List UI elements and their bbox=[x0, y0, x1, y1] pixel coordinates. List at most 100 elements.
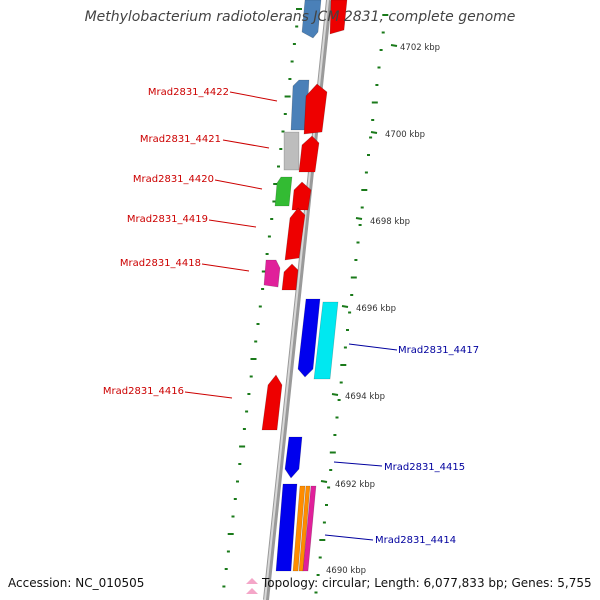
scroll-arrows-icon[interactable] bbox=[244, 575, 260, 599]
topology-text: Topology: circular; Length: 6,077,833 bp… bbox=[262, 576, 592, 590]
gc-skew-dot bbox=[261, 288, 265, 290]
gc-skew-dot bbox=[290, 60, 294, 63]
scale-tick-mark bbox=[331, 393, 339, 396]
gene-label-mrad2831-4416[interactable]: Mrad2831_4416 bbox=[103, 386, 184, 397]
gene-feature-green bbox=[274, 176, 293, 207]
gc-skew-dot bbox=[314, 591, 318, 594]
gc-skew-dot bbox=[322, 521, 326, 524]
gene-feature-red bbox=[261, 374, 283, 431]
gene-label-mrad2831-4419[interactable]: Mrad2831_4419 bbox=[127, 214, 208, 225]
gene-label-mrad2831-4415[interactable]: Mrad2831_4415 bbox=[384, 462, 465, 473]
gene-label-mrad2831-4422[interactable]: Mrad2831_4422 bbox=[148, 87, 229, 98]
scale-tick-label: 4692 kbp bbox=[335, 480, 375, 490]
gene-label-mrad2831-4420[interactable]: Mrad2831_4420 bbox=[133, 174, 214, 185]
gc-skew-dot bbox=[382, 14, 389, 16]
scale-tick-mark bbox=[370, 131, 378, 134]
gc-skew-dot bbox=[337, 399, 341, 401]
gc-skew-dot bbox=[358, 224, 362, 226]
gc-skew-dot bbox=[281, 130, 285, 133]
gene-feature-red bbox=[329, 0, 348, 35]
gc-skew-dot bbox=[339, 381, 343, 384]
gc-skew-dot bbox=[316, 574, 320, 576]
gc-skew-dot bbox=[226, 550, 230, 553]
gene-feature-magenta bbox=[302, 485, 317, 572]
label-leader-line bbox=[222, 139, 270, 149]
gene-feature-red bbox=[291, 181, 312, 211]
gc-skew-dot bbox=[238, 463, 242, 465]
gc-skew-dot bbox=[318, 556, 322, 559]
gc-skew-dot bbox=[335, 416, 339, 419]
gene-label-mrad2831-4418[interactable]: Mrad2831_4418 bbox=[120, 258, 201, 269]
gc-skew-dot bbox=[348, 311, 352, 314]
label-leader-line bbox=[214, 179, 263, 190]
gc-skew-dot bbox=[236, 480, 239, 483]
gc-skew-dot bbox=[350, 276, 357, 279]
gc-skew-dot bbox=[283, 113, 287, 115]
gc-skew-dot bbox=[270, 218, 274, 220]
gene-features bbox=[261, 0, 348, 572]
gc-skew-dot bbox=[367, 154, 370, 156]
gc-skew-dot bbox=[333, 434, 337, 436]
gc-skew-dot bbox=[254, 340, 258, 343]
label-leader-line bbox=[333, 461, 383, 467]
label-leader-line bbox=[201, 263, 250, 272]
gene-feature-red bbox=[281, 263, 299, 291]
scale-tick-mark bbox=[355, 217, 363, 220]
gc-skew-dot bbox=[381, 31, 385, 34]
gc-skew-dot bbox=[296, 8, 302, 10]
gene-label-mrad2831-4421[interactable]: Mrad2831_4421 bbox=[140, 134, 221, 145]
scale-tick-mark bbox=[341, 305, 349, 308]
gc-skew-dot bbox=[233, 498, 237, 500]
gc-skew-dot bbox=[267, 235, 271, 238]
forward-gene-labels: Mrad2831_4422 Mrad2831_4421 Mrad2831_442… bbox=[103, 87, 278, 399]
gc-skew-dot bbox=[258, 305, 262, 308]
gc-skew-dot bbox=[272, 200, 276, 203]
scale-tick-label: 4702 kbp bbox=[400, 43, 440, 53]
gc-skew-dot bbox=[361, 189, 368, 191]
gene-feature-gray bbox=[283, 131, 300, 171]
label-leader-line bbox=[348, 343, 398, 351]
gene-label-mrad2831-4417[interactable]: Mrad2831_4417 bbox=[398, 345, 479, 356]
gc-skew-dot bbox=[284, 95, 291, 98]
map-title: Methylobacterium radiotolerans JCM 2831,… bbox=[84, 9, 516, 25]
gene-feature-red bbox=[303, 83, 328, 135]
gc-skew-dot bbox=[375, 84, 379, 86]
gc-skew-dot bbox=[242, 428, 246, 430]
gene-feature-cyan bbox=[313, 301, 339, 380]
scale-tick-label: 4698 kbp bbox=[370, 217, 410, 227]
gc-skew-dot bbox=[250, 358, 257, 360]
gc-skew-dot bbox=[340, 364, 347, 366]
gc-skew-dot bbox=[325, 504, 328, 506]
gene-feature-red bbox=[284, 207, 306, 261]
gene-feature-blue bbox=[284, 436, 303, 479]
gc-skew-dot bbox=[249, 375, 253, 378]
gc-skew-dot bbox=[295, 25, 299, 28]
gc-skew-dot bbox=[343, 346, 347, 349]
gc-skew-dot bbox=[329, 451, 336, 454]
gene-feature-magenta bbox=[263, 259, 281, 288]
gc-skew-dot bbox=[227, 533, 234, 535]
gc-skew-dot bbox=[273, 183, 280, 185]
gc-skew-dot bbox=[377, 66, 381, 69]
gc-skew-dot bbox=[247, 393, 251, 395]
gc-skew-dot bbox=[261, 270, 268, 273]
gc-skew-dot bbox=[346, 329, 349, 331]
reverse-gene-labels: Mrad2831_4417 Mrad2831_4415 Mrad2831_441… bbox=[324, 343, 479, 546]
gene-feature-blue bbox=[297, 298, 321, 378]
label-leader-line bbox=[184, 391, 233, 399]
gc-skew-dot bbox=[364, 171, 368, 174]
gc-skew-dot bbox=[360, 206, 364, 209]
gc-skew-dot bbox=[329, 469, 333, 471]
gc-skew-dot bbox=[371, 119, 375, 121]
scale-tick-mark bbox=[320, 480, 328, 483]
gc-skew-dot bbox=[222, 585, 226, 588]
scale-tick-label: 4690 kbp bbox=[326, 566, 366, 576]
gene-feature-orange bbox=[292, 485, 306, 572]
gene-label-mrad2831-4414[interactable]: Mrad2831_4414 bbox=[375, 535, 456, 546]
gc-skew-dot bbox=[224, 568, 228, 570]
scale-tick-label: 4696 kbp bbox=[356, 304, 396, 314]
accession-text: Accession: NC_010505 bbox=[8, 576, 145, 590]
gc-skew-dot bbox=[379, 49, 383, 51]
label-leader-line bbox=[324, 534, 374, 541]
scale-tick-label: 4700 kbp bbox=[385, 130, 425, 140]
